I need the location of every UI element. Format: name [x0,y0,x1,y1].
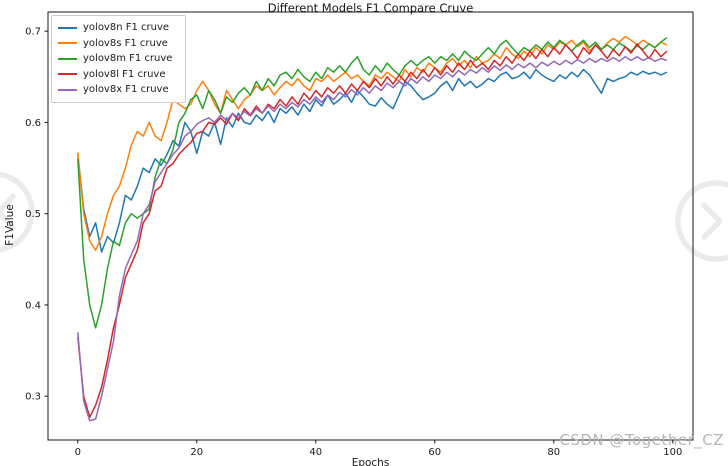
watermark-text: CSDN @Together_CZ [559,431,724,449]
legend-label: yolov8s F1 cruve [83,37,168,49]
plot-border [47,11,694,441]
chart-legend: yolov8n F1 cruve yolov8s F1 cruve yolov8m … [51,15,186,103]
x-axis-label: Epochs [351,457,390,466]
series-line-yolov8n [77,68,668,253]
y-axis-label: F1Value [4,204,16,246]
carousel-next-circle[interactable] [675,180,728,262]
x-tick-label: 20 [190,447,203,458]
chevron-left-icon[interactable] [0,193,16,231]
y-tick-label: 0.5 [25,209,41,220]
x-tick-label: 0 [75,447,81,458]
series-line-yolov8l [77,43,668,418]
legend-label: yolov8m F1 cruve [83,53,173,65]
chart-title: Different Models F1 Compare Cruve [267,1,474,15]
y-tick-label: 0.4 [25,300,41,311]
x-tick-label: 60 [428,447,441,458]
legend-line-swatch [58,26,77,29]
legend-item: yolov8m F1 cruve [58,51,177,67]
x-tick-label: 40 [309,447,322,458]
legend-line-swatch [58,57,77,60]
legend-label: yolov8x F1 cruve [83,84,169,96]
legend-label: yolov8n F1 cruve [83,22,170,34]
y-tick-label: 0.6 [25,118,41,129]
legend-label: yolov8l F1 cruve [83,68,166,80]
y-tick-label: 0.3 [25,392,41,403]
legend-line-swatch [58,73,77,76]
legend-item: yolov8s F1 cruve [58,36,177,52]
legend-item: yolov8n F1 cruve [58,20,177,36]
legend-item: yolov8l F1 cruve [58,67,177,83]
y-tick-label: 0.7 [25,27,41,38]
x-tick-label: 100 [663,447,682,458]
chevron-right-icon[interactable] [701,202,723,240]
legend-line-swatch [58,42,77,45]
series-line-yolov8x [77,55,668,422]
carousel-prev-circle[interactable] [0,171,35,253]
legend-line-swatch [58,88,77,91]
x-tick-label: 80 [547,447,560,458]
legend-item: yolov8x F1 cruve [58,82,177,98]
